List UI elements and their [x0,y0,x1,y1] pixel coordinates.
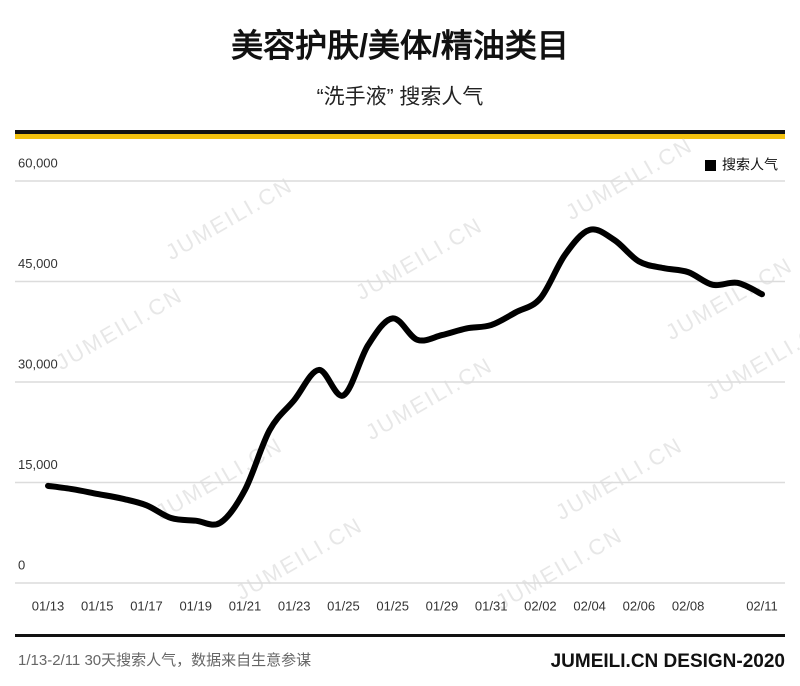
x-tick-label: 01/25 [327,598,360,613]
x-tick-label: 02/08 [672,598,705,613]
watermark: JUMEILI.CN [231,512,367,605]
header-accent [15,134,785,139]
legend-swatch [705,160,716,171]
watermark: JUMEILI.CN [701,312,800,405]
x-tick-label: 01/19 [179,598,212,613]
y-tick-label: 60,000 [18,155,58,170]
y-tick-label: 15,000 [18,457,58,472]
chart-title: 美容护肤/美体/精油类目 [231,27,569,63]
x-tick-label: 01/31 [475,598,508,613]
y-tick-label: 30,000 [18,356,58,371]
x-tick-label: 02/04 [573,598,606,613]
legend-label: 搜索人气 [722,157,778,173]
footer-brand: JUMEILI.CN DESIGN-2020 [551,651,785,672]
header-rule [15,130,785,134]
x-tick-label: 01/15 [81,598,114,613]
x-tick-label: 02/02 [524,598,557,613]
watermark: JUMEILI.CN [351,212,487,305]
line [45,226,765,528]
footer-note: 1/13-2/11 30天搜索人气，数据来自生意参谋 [18,651,311,669]
watermark: JUMEILI.CN [561,132,697,225]
x-tick-label: 02/06 [623,598,656,613]
footer-rule [15,634,785,637]
watermark: JUMEILI.CN [361,352,497,445]
x-tick-label: 01/29 [426,598,459,613]
x-tick-label: 02/11 [746,598,778,613]
x-tick-label: 01/25 [376,598,409,613]
x-tick-label: 01/17 [130,598,163,613]
watermark: JUMEILI.CN [551,432,687,525]
x-tick-label: 01/13 [32,598,65,613]
chart-subtitle: “洗手液” 搜索人气 [317,86,484,109]
watermark: JUMEILI.CN [491,522,627,615]
watermark: JUMEILI.CN [151,432,287,525]
x-tick-label: 01/21 [229,598,262,613]
y-tick-label: 0 [18,557,25,572]
x-tick-label: 01/23 [278,598,311,613]
y-tick-label: 45,000 [18,256,58,271]
watermark: JUMEILI.CN [51,282,187,375]
watermark: JUMEILI.CN [661,252,797,345]
watermark: JUMEILI.CN [161,172,297,265]
